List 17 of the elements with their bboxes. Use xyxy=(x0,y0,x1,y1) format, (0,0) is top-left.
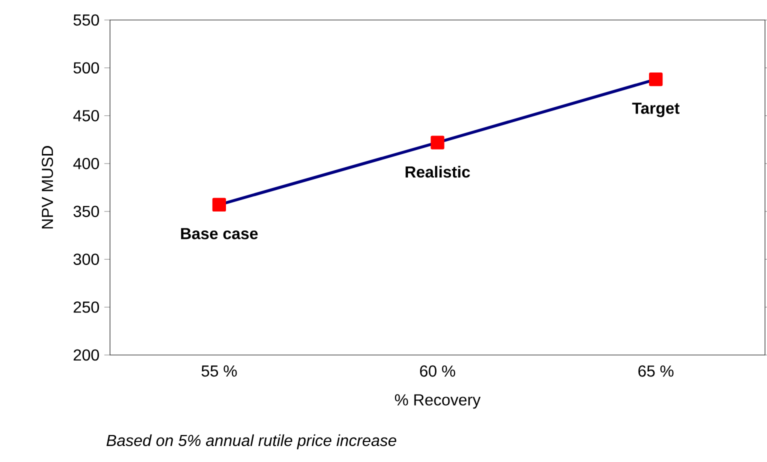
annotation: Realistic xyxy=(406,166,470,178)
y-tick-label: 200 xyxy=(74,349,99,361)
x-axis-title: % Recovery xyxy=(394,394,481,409)
y-tick-label: 550 xyxy=(74,14,99,26)
y-tick-label: 250 xyxy=(74,301,99,313)
x-tick-label: 60 % xyxy=(420,365,456,377)
x-tick-label: 65 % xyxy=(638,365,674,377)
annotation: Base case xyxy=(181,228,258,240)
y-axis-title: NPV MUSD xyxy=(42,146,54,228)
y-tick-label: 300 xyxy=(74,254,99,265)
annotation: Target xyxy=(632,102,680,118)
y-tick-label: 500 xyxy=(74,62,99,74)
y-tick-label: 450 xyxy=(73,110,99,122)
x-tick-label: 55 % xyxy=(202,365,237,377)
y-tick-label: 400 xyxy=(73,158,99,170)
y-tick-label: 350 xyxy=(74,206,99,218)
text: Based on 5% annual rutile price increase xyxy=(106,434,396,450)
